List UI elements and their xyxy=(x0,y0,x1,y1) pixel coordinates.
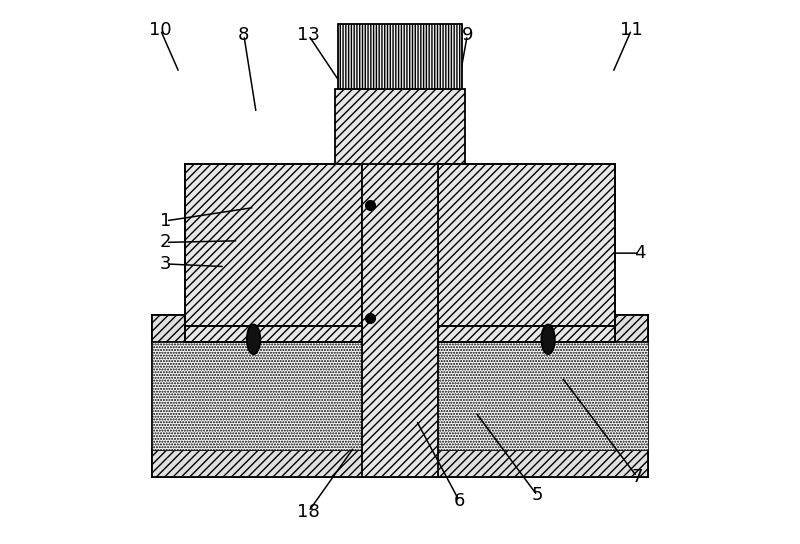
Text: 1: 1 xyxy=(160,212,171,230)
Bar xyxy=(438,326,615,342)
Text: 8: 8 xyxy=(238,26,250,44)
Ellipse shape xyxy=(542,325,555,354)
Text: 17: 17 xyxy=(362,26,385,44)
Text: 18: 18 xyxy=(297,503,320,521)
Text: 11: 11 xyxy=(620,21,643,39)
Bar xyxy=(438,164,615,326)
Text: 5: 5 xyxy=(531,486,543,504)
Bar xyxy=(362,164,438,477)
Text: 9: 9 xyxy=(462,26,473,44)
Bar xyxy=(338,24,462,89)
Text: 10: 10 xyxy=(149,21,172,39)
Text: 13: 13 xyxy=(297,26,320,44)
Text: 7: 7 xyxy=(631,468,642,486)
Bar xyxy=(152,315,648,342)
Text: 2: 2 xyxy=(160,233,171,251)
Bar xyxy=(335,89,465,164)
Bar xyxy=(152,342,648,450)
Text: 4: 4 xyxy=(634,244,646,262)
Text: 3: 3 xyxy=(160,255,171,273)
Text: 6: 6 xyxy=(454,492,465,510)
Ellipse shape xyxy=(247,325,260,354)
Bar xyxy=(152,450,648,477)
Bar xyxy=(185,164,362,326)
Bar xyxy=(152,315,648,477)
Bar xyxy=(185,326,362,342)
